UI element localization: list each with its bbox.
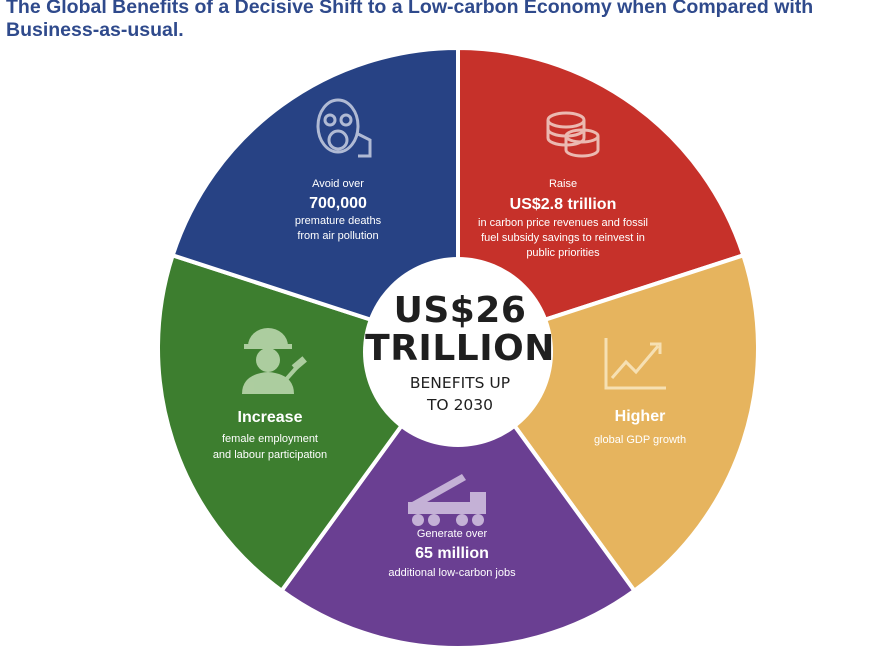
coins-icon [546,111,600,158]
center-badge: US$26 TRILLION BENEFITS UP TO 2030 [363,257,555,447]
segment-employment: Increase female employment and labour pa… [213,328,327,461]
jobs-value: 65 million [415,545,489,562]
center-caption-1: BENEFITS UP [410,374,510,392]
air-line-1: Avoid over [312,178,364,190]
segment-revenue: Raise US$2.8 trillion in carbon price re… [478,111,648,259]
revenue-line-5: public priorities [526,247,600,259]
employment-line-3: and labour participation [213,449,327,461]
air-line-3: premature deaths [295,215,382,227]
title-line-2: Business-as-usual. [6,19,184,41]
wheel-slice-air [170,45,460,351]
air-value: 700,000 [309,195,367,212]
gdp-line-2: global GDP growth [594,434,686,446]
revenue-value: US$2.8 trillion [510,196,617,213]
center-amount: US$26 [394,290,527,331]
wheel-slice-jobs [278,344,638,650]
gas-mask-icon [316,98,372,158]
center-caption-2: TO 2030 [426,396,493,414]
segment-jobs: Generate over 65 million additional low-… [388,474,516,579]
segment-air-pollution: Avoid over 700,000 premature deaths from… [295,98,382,242]
revenue-line-4: fuel subsidy savings to reinvest in [481,232,645,244]
center-circle [363,257,553,447]
growth-chart-icon [604,338,666,390]
jobs-line-1: Generate over [417,528,488,540]
employment-line-2: female employment [222,433,318,445]
employment-headline: Increase [238,409,303,426]
title-line-1: The Global Benefits of a Decisive Shift … [6,0,814,18]
revenue-line-1: Raise [549,178,577,190]
female-worker-icon [242,328,307,394]
gdp-headline: Higher [615,408,666,425]
jobs-line-3: additional low-carbon jobs [388,567,516,579]
revenue-line-3: in carbon price revenues and fossil [478,217,648,229]
wheel-slice-revenue [456,45,746,351]
segment-gdp: Higher global GDP growth [594,338,686,446]
figure-title: The Global Benefits of a Decisive Shift … [6,0,866,42]
air-line-4: from air pollution [297,230,378,242]
center-unit: TRILLION [365,328,555,369]
crane-truck-icon [408,474,486,526]
